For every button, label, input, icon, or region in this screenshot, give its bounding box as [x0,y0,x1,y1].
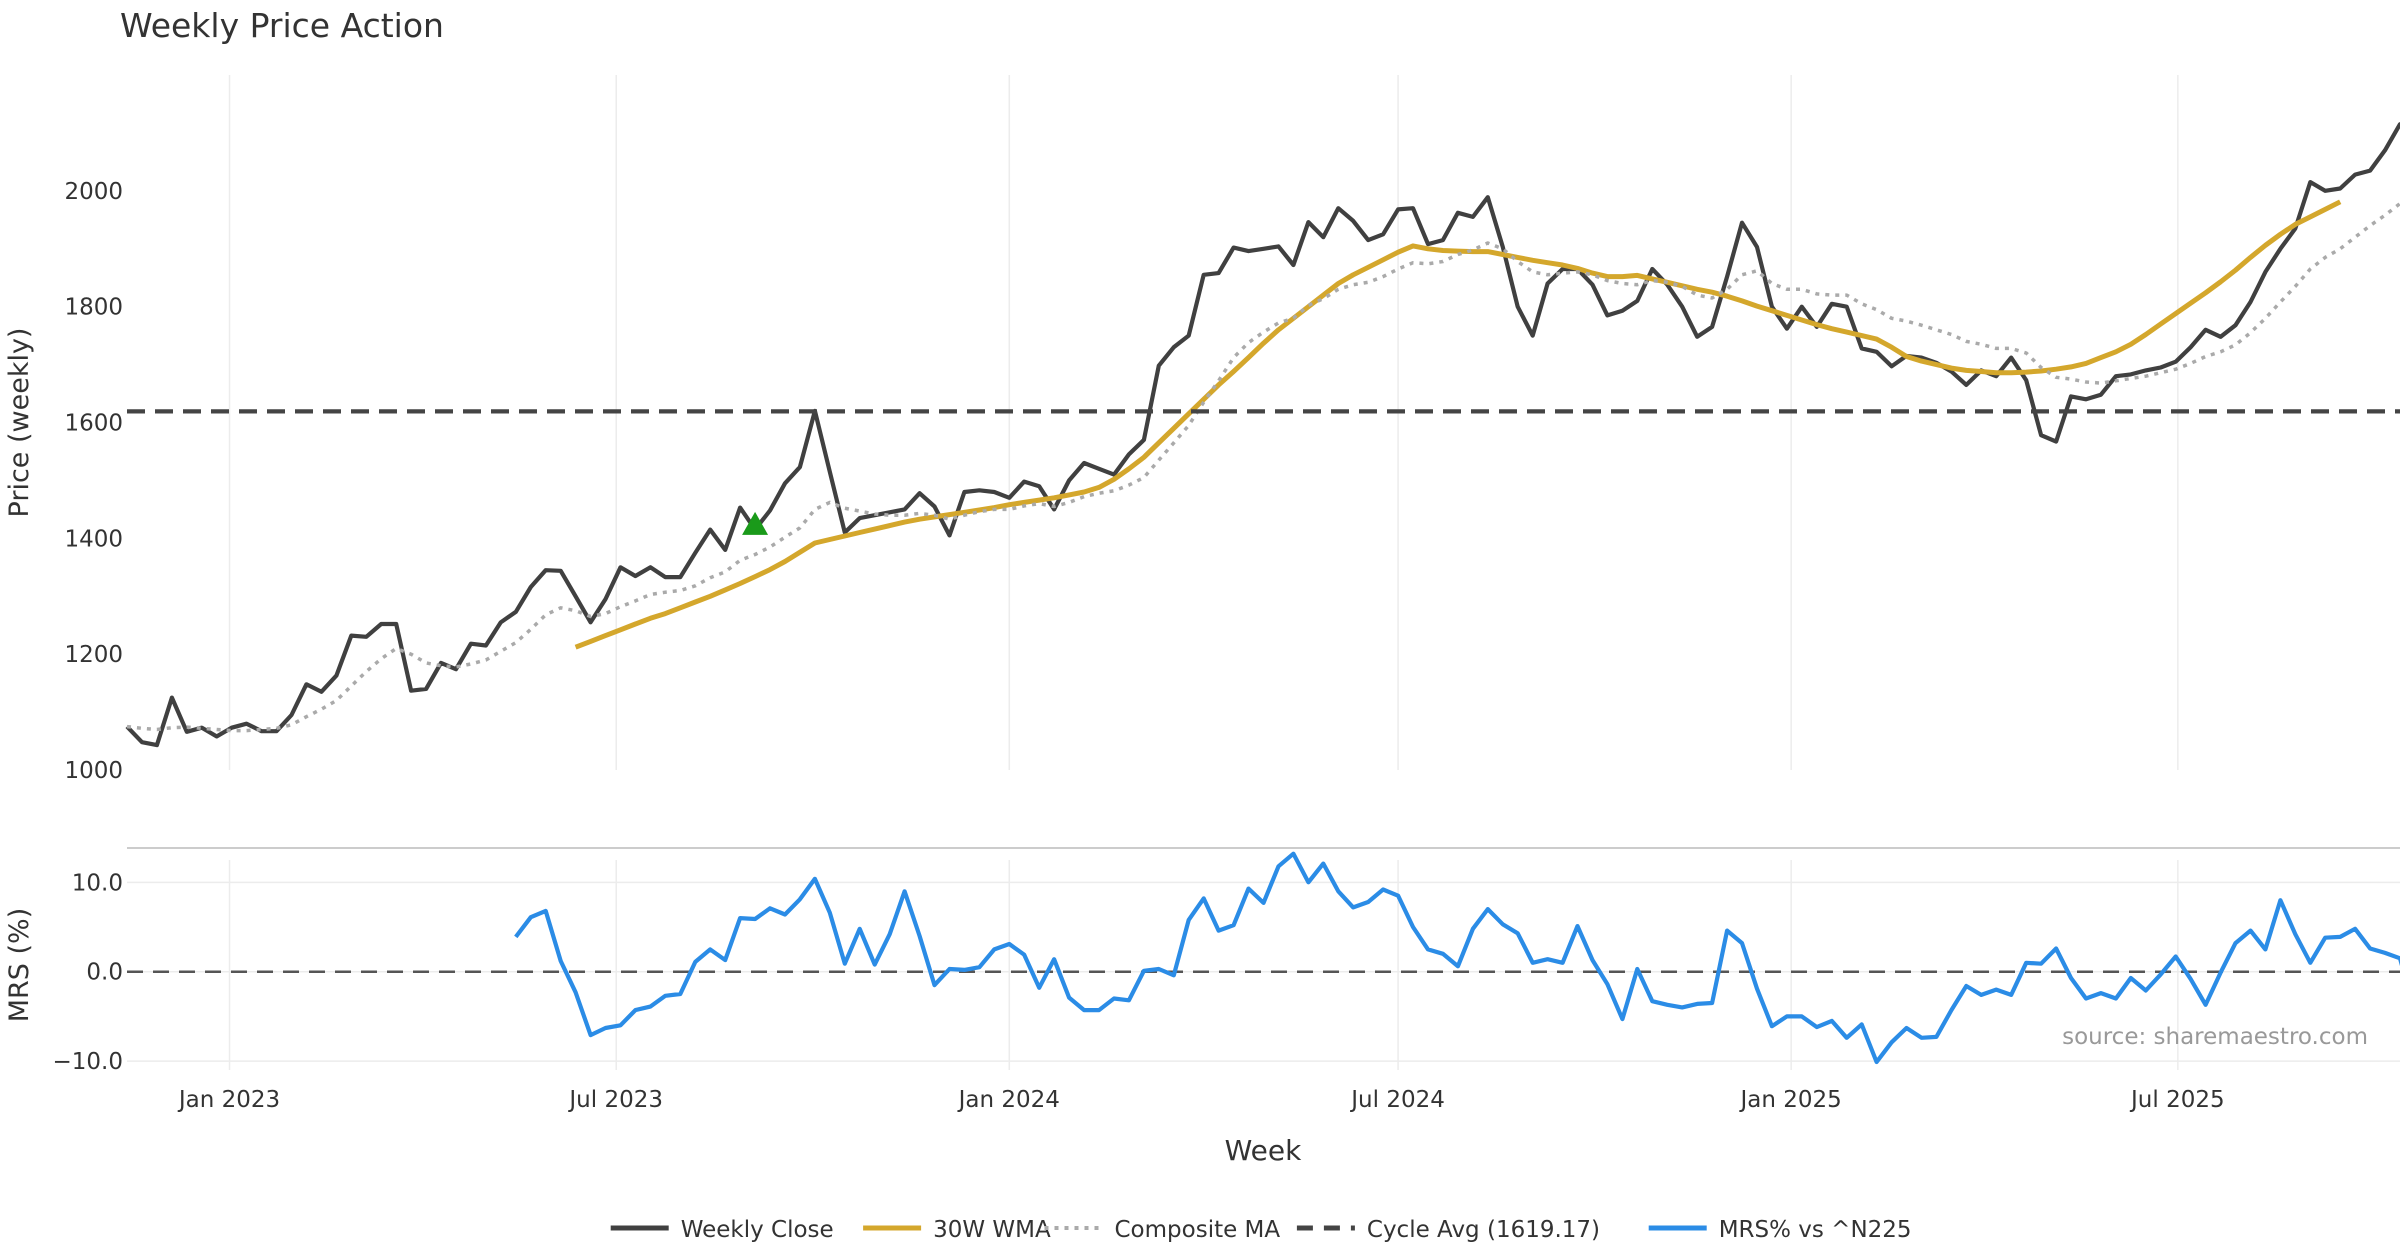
source-annotation: source: sharemaestro.com [2062,1024,2368,1050]
legend-label: Cycle Avg (1619.17) [1367,1217,1600,1243]
y-tick-label: −10.0 [53,1049,123,1075]
legend-label: 30W WMA [933,1217,1051,1243]
legend-item: MRS% vs ^N225 [1648,1217,1912,1243]
series-line-composite-ma [126,201,2400,733]
legend-item: Weekly Close [610,1217,834,1243]
y-axis-label: Price (weekly) [4,328,35,518]
y-tick-label: 1000 [64,758,123,784]
y-tick-label: 1600 [64,411,123,437]
legend-item: Composite MA [1044,1217,1281,1243]
legend-item: 30W WMA [863,1217,1051,1243]
legend-label: Composite MA [1115,1217,1281,1243]
x-tick-label: Jul 2024 [1349,1087,1445,1113]
legend: Weekly Close 30W WMA Composite MA Cycle Avg… [610,1217,1912,1243]
y-tick-label: 1400 [64,526,123,552]
y-tick-label: 10.0 [72,870,123,896]
chart-title: Weekly Price Action [120,6,444,45]
price-panel: 1000 1200 1400 1600 1800 2000 Price (weekly) [4,75,2400,784]
y-tick-label: 0.0 [86,960,123,986]
x-tick-label: Jan 2025 [1739,1087,1842,1113]
x-tick-label: Jan 2024 [957,1087,1060,1113]
legend-label: Weekly Close [681,1217,834,1243]
series-line-mrs [514,851,2400,1065]
mrs-panel: Jan 2023 Jul 2023 Jan 2024 Jul 2024 Jan 2025… [4,847,2400,1167]
y-tick-label: 1800 [64,295,123,321]
series-line-weekly-close [125,122,2400,748]
buy-signal-marker [742,511,769,535]
legend-label: MRS% vs ^N225 [1719,1217,1912,1243]
x-tick-label: Jul 2025 [2129,1087,2225,1113]
y-tick-label: 2000 [64,179,123,205]
x-axis-label: Week [1225,1134,1302,1167]
x-tick-label: Jan 2023 [177,1087,280,1113]
legend-item: Cycle Avg (1619.17) [1296,1217,1600,1243]
series-line-30w-wma [574,199,2342,650]
y-tick-label: 1200 [64,642,123,668]
x-tick-label: Jul 2023 [567,1087,663,1113]
y-axis-label: MRS (%) [4,908,35,1023]
